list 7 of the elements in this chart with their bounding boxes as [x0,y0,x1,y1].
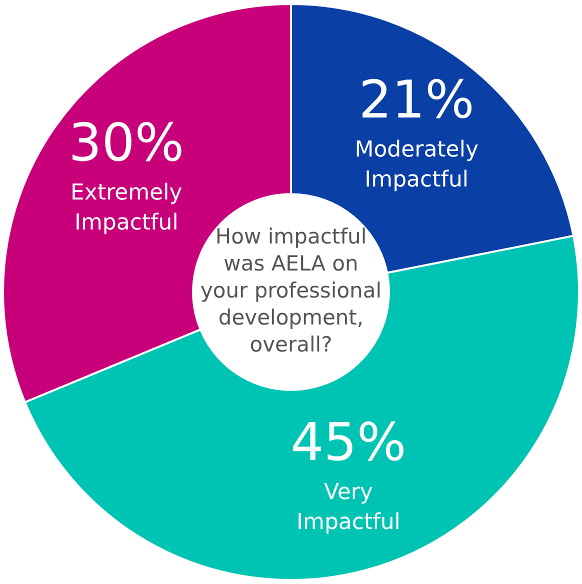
data-label: 45% [290,412,406,473]
slice-label: Extremely Impactful [70,180,182,236]
data-label: 21% [358,70,474,130]
text: How impactful was AELA on your professional development, overall? [200,224,382,356]
slice-label: Moderately Impactful [354,138,478,193]
data-label: 30% [68,114,184,174]
slice-label: Very Impactful [296,480,400,536]
